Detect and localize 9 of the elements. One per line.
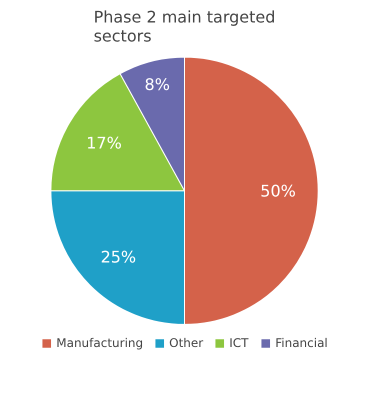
data-label: 8%: [144, 75, 170, 94]
legend-label: ICT: [229, 336, 250, 350]
chart-title: Phase 2 main targeted sectors: [94, 8, 276, 46]
data-label: 50%: [260, 181, 296, 200]
data-label: 17%: [86, 134, 122, 153]
legend-label: Manufacturing: [56, 336, 144, 350]
legend-label: Financial: [275, 336, 328, 350]
data-label: 25%: [100, 247, 136, 266]
legend-label: Other: [169, 336, 204, 350]
